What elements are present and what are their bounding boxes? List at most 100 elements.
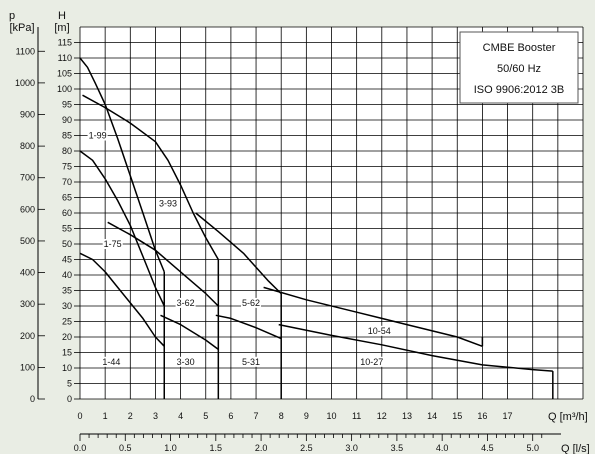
h-tick-label: 90 bbox=[62, 115, 72, 125]
pump-curve-1-75 bbox=[79, 150, 165, 307]
q-m3h-tick-label: 1 bbox=[103, 411, 108, 421]
q-ls-tick-label: 2.5 bbox=[300, 443, 313, 453]
q-m3h-tick-label: 8 bbox=[279, 411, 284, 421]
q-ls-tick-label: 0.5 bbox=[119, 443, 132, 453]
h-tick-label: 70 bbox=[62, 177, 72, 187]
p-tick-label: 1100 bbox=[16, 46, 35, 56]
pump-curve-5-31 bbox=[215, 314, 282, 340]
curve-label-background bbox=[102, 239, 123, 249]
p-tick-label: 0 bbox=[30, 394, 35, 404]
h-tick-label: 20 bbox=[62, 332, 72, 342]
h-tick-label: 95 bbox=[62, 100, 72, 110]
curve-label-background bbox=[241, 356, 262, 367]
h-tick-label: 0 bbox=[67, 394, 72, 404]
h-tick-label: 10 bbox=[62, 363, 72, 373]
pump-curves bbox=[79, 57, 554, 399]
h-tick-label: 5 bbox=[67, 379, 72, 389]
curve-label-10-54: 10-54 bbox=[368, 326, 391, 336]
q-ls-tick-label: 3.0 bbox=[345, 443, 358, 453]
q-ls-tick-label: 1.0 bbox=[164, 443, 177, 453]
h-tick-label: 45 bbox=[62, 255, 72, 265]
curve-label-background bbox=[175, 297, 196, 308]
h-tick-label: 65 bbox=[62, 193, 72, 203]
curve-label-background bbox=[359, 356, 385, 367]
q-m3h-tick-label: 4 bbox=[178, 411, 183, 421]
p-axis-title-unit: [kPa] bbox=[9, 22, 34, 34]
q-m3h-tick-label: 9 bbox=[304, 411, 309, 421]
info-box-frame bbox=[459, 31, 579, 104]
q-ls-tick-label: 4.0 bbox=[436, 443, 449, 453]
curve-label-10-27: 10-27 bbox=[360, 357, 383, 367]
p-tick-label: 700 bbox=[20, 173, 35, 183]
h-tick-label: 105 bbox=[57, 69, 72, 79]
curve-label-3-93: 3-93 bbox=[159, 199, 177, 209]
curve-label-background bbox=[175, 356, 196, 367]
q-m3h-tick-label: 14 bbox=[427, 411, 437, 421]
h-tick-label: 40 bbox=[62, 270, 72, 280]
curve-label-5-31: 5-31 bbox=[242, 357, 260, 367]
q-ls-tick-label: 3.5 bbox=[391, 443, 404, 453]
curve-label-background bbox=[241, 297, 262, 308]
h-tick-label: 15 bbox=[62, 348, 72, 358]
p-tick-label: 500 bbox=[20, 236, 35, 246]
info-line-model: CMBE Booster bbox=[483, 42, 556, 54]
pump-curve-1-99 bbox=[79, 57, 165, 273]
curve-labels: 1-99 1-75 1-44 3-93 3-62 3-30 5-62 5-31 10-54 10-… bbox=[87, 130, 392, 367]
p-tick-label: 200 bbox=[20, 331, 35, 341]
h-tick-label: 55 bbox=[62, 224, 72, 234]
p-axis-title-symbol: p bbox=[9, 10, 15, 22]
curve-label-1-75: 1-75 bbox=[104, 239, 122, 249]
q-m3h-tick-label: 11 bbox=[352, 411, 361, 421]
q-m3h-tick-label: 0 bbox=[77, 411, 82, 421]
q-m3h-tick-label: 3 bbox=[153, 411, 158, 421]
h-tick-label: 30 bbox=[62, 301, 72, 311]
q-ls-axis-title: Q [l/s] bbox=[561, 443, 590, 454]
curve-label-5-62: 5-62 bbox=[242, 298, 260, 308]
q-m3h-tick-label: 13 bbox=[402, 411, 412, 421]
p-tick-label: 800 bbox=[20, 141, 35, 151]
pump-curve-5-62 bbox=[195, 212, 282, 295]
chart-axes: 0510152025303540455055606570758085909510… bbox=[15, 27, 561, 453]
pump-curve-1-44 bbox=[79, 252, 165, 347]
p-tick-label: 900 bbox=[20, 109, 35, 119]
q-m3h-tick-label: 16 bbox=[477, 411, 487, 421]
q-ls-tick-label: 4.5 bbox=[481, 443, 494, 453]
pump-curve-3-93 bbox=[82, 94, 219, 260]
info-line-standard: ISO 9906:2012 3B bbox=[474, 84, 565, 96]
q-m3h-tick-label: 7 bbox=[254, 411, 259, 421]
curve-label-background bbox=[87, 130, 108, 141]
curve-label-1-99: 1-99 bbox=[89, 131, 107, 141]
h-tick-label: 25 bbox=[62, 317, 72, 327]
p-tick-label: 100 bbox=[20, 362, 35, 372]
q-m3h-tick-label: 10 bbox=[326, 411, 336, 421]
pump-curve-3-62 bbox=[107, 221, 219, 307]
curve-label-3-62: 3-62 bbox=[177, 298, 195, 308]
h-axis-title-unit: [m] bbox=[54, 22, 69, 34]
h-tick-label: 110 bbox=[58, 53, 72, 63]
pump-curve-3-30 bbox=[160, 314, 219, 351]
curve-label-3-30: 3-30 bbox=[177, 357, 195, 367]
info-box: CMBE Booster 50/60 Hz ISO 9906:2012 3B bbox=[459, 31, 579, 104]
h-tick-label: 60 bbox=[62, 208, 72, 218]
h-tick-label: 85 bbox=[62, 131, 72, 141]
h-tick-label: 75 bbox=[62, 162, 72, 172]
q-m3h-tick-label: 2 bbox=[128, 411, 133, 421]
h-tick-label: 115 bbox=[58, 38, 72, 48]
p-tick-label: 400 bbox=[20, 268, 35, 278]
p-tick-label: 1000 bbox=[15, 78, 35, 88]
p-tick-label: 300 bbox=[20, 299, 35, 309]
curve-label-1-44: 1-44 bbox=[102, 357, 120, 367]
h-tick-label: 35 bbox=[62, 286, 72, 296]
info-line-frequency: 50/60 Hz bbox=[497, 63, 541, 75]
q-m3h-tick-label: 6 bbox=[228, 411, 233, 421]
pump-curve-10-54 bbox=[263, 286, 483, 348]
q-ls-tick-label: 1.5 bbox=[210, 443, 223, 453]
q-ls-tick-label: 0.0 bbox=[74, 443, 87, 453]
q-m3h-axis-title: Q [m³/h] bbox=[548, 411, 588, 423]
curve-label-background bbox=[366, 325, 392, 336]
q-m3h-tick-label: 15 bbox=[452, 411, 462, 421]
q-m3h-tick-label: 12 bbox=[377, 411, 387, 421]
h-tick-label: 100 bbox=[57, 84, 72, 94]
q-ls-tick-label: 2.0 bbox=[255, 443, 268, 453]
